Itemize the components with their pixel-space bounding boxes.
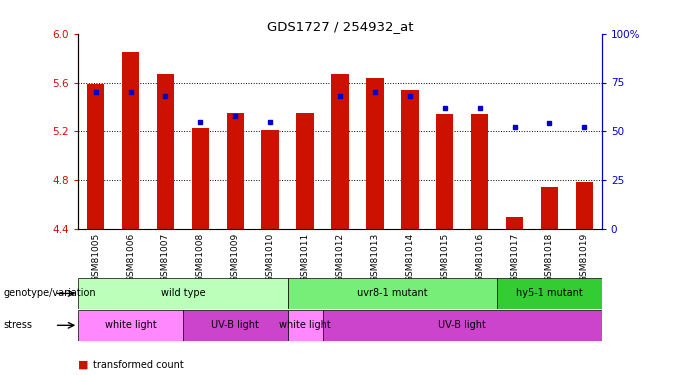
Bar <box>497 278 602 309</box>
Bar <box>226 113 244 229</box>
Bar <box>296 113 313 229</box>
Text: GSM81015: GSM81015 <box>440 232 449 282</box>
Text: stress: stress <box>3 320 33 330</box>
Text: uvr8-1 mutant: uvr8-1 mutant <box>357 288 428 298</box>
Bar <box>506 217 524 229</box>
Text: GSM81011: GSM81011 <box>301 232 309 282</box>
Bar <box>192 128 209 229</box>
Text: white light: white light <box>279 320 331 330</box>
Bar <box>366 78 384 229</box>
Text: GSM81005: GSM81005 <box>91 232 100 282</box>
Text: GSM81019: GSM81019 <box>580 232 589 282</box>
Bar <box>156 74 174 229</box>
Text: GSM81016: GSM81016 <box>475 232 484 282</box>
Bar <box>471 114 488 229</box>
Text: hy5-1 mutant: hy5-1 mutant <box>516 288 583 298</box>
Text: UV-B light: UV-B light <box>211 320 259 330</box>
Text: genotype/variation: genotype/variation <box>3 288 96 298</box>
Text: GSM81010: GSM81010 <box>266 232 275 282</box>
Bar <box>331 74 349 229</box>
Text: GSM81018: GSM81018 <box>545 232 554 282</box>
Text: GSM81009: GSM81009 <box>231 232 240 282</box>
Text: ■: ■ <box>78 360 88 370</box>
Title: GDS1727 / 254932_at: GDS1727 / 254932_at <box>267 20 413 33</box>
Text: transformed count: transformed count <box>93 360 184 370</box>
Text: GSM81008: GSM81008 <box>196 232 205 282</box>
Bar <box>541 188 558 229</box>
Bar <box>261 130 279 229</box>
Bar <box>122 52 139 229</box>
Bar <box>401 90 418 229</box>
Text: GSM81014: GSM81014 <box>405 232 414 282</box>
Bar <box>436 114 454 229</box>
Bar <box>288 278 497 309</box>
Text: GSM81006: GSM81006 <box>126 232 135 282</box>
Text: GSM81007: GSM81007 <box>161 232 170 282</box>
Bar <box>575 183 593 229</box>
Bar <box>78 278 288 309</box>
Bar <box>87 84 105 229</box>
Bar <box>288 310 322 340</box>
Text: GSM81012: GSM81012 <box>335 232 345 282</box>
Bar <box>183 310 288 340</box>
Text: GSM81013: GSM81013 <box>371 232 379 282</box>
Text: UV-B light: UV-B light <box>438 320 486 330</box>
Text: GSM81017: GSM81017 <box>510 232 519 282</box>
Text: white light: white light <box>105 320 156 330</box>
Bar <box>322 310 602 340</box>
Text: wild type: wild type <box>160 288 205 298</box>
Bar <box>78 310 183 340</box>
